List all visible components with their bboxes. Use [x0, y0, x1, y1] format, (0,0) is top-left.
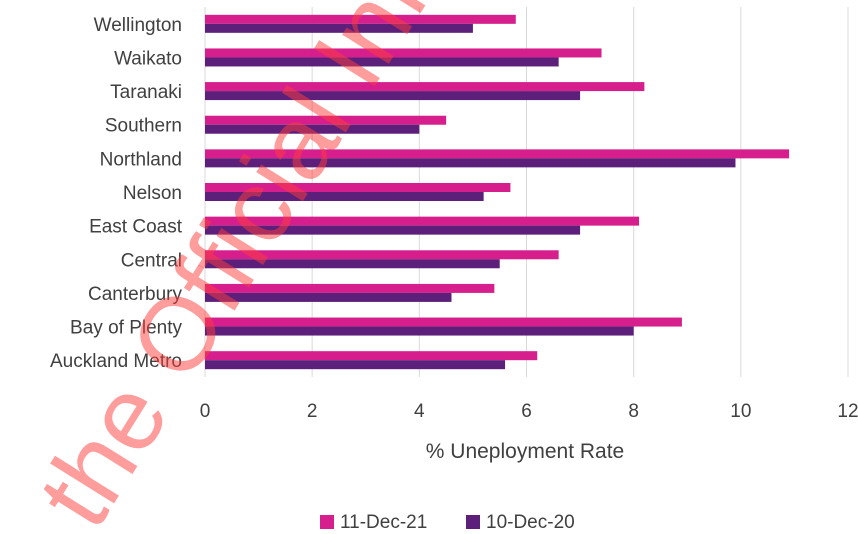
category-label: Wellington	[94, 15, 182, 36]
bar-series-1	[205, 317, 682, 327]
bar-series-1	[205, 14, 516, 24]
bar-series-1	[205, 183, 511, 192]
bar-series-2	[205, 259, 500, 269]
category-label: Bay of Plenty	[70, 318, 182, 339]
category-label: Auckland Metro	[50, 351, 182, 372]
bar-series-1	[205, 149, 790, 159]
category-label: Southern	[105, 116, 182, 137]
bar-series-2	[205, 192, 484, 201]
bar-series-1	[205, 250, 559, 260]
x-tick-label: 10	[730, 401, 751, 422]
bar-series-2	[205, 360, 506, 370]
x-tick-label: 4	[414, 401, 425, 422]
legend-label-series-2: 10-Dec-20	[486, 512, 575, 533]
bar-series-2	[205, 326, 634, 336]
x-axis-title: % Uneployment Rate	[426, 440, 624, 463]
bar-series-2	[205, 57, 559, 67]
category-label: Northland	[100, 149, 182, 170]
category-labels: Wellington Waikato Taranaki Southern Northla…	[50, 15, 183, 372]
category-label: Canterbury	[88, 284, 182, 305]
x-tick-label: 2	[307, 401, 318, 422]
bar-series-2	[205, 158, 736, 168]
category-label: East Coast	[89, 217, 183, 238]
bar-series-1	[205, 351, 538, 361]
x-tick-label: 6	[521, 401, 532, 422]
x-tick-label: 12	[837, 401, 858, 422]
category-label: Waikato	[114, 48, 182, 69]
bar-series-1	[205, 48, 602, 58]
bar-series-1	[205, 82, 645, 92]
bar-series-2	[205, 23, 473, 33]
bar-series-1	[205, 115, 447, 125]
x-tick-label: 0	[200, 401, 211, 422]
bar-series-2	[205, 91, 581, 101]
category-label: Taranaki	[110, 82, 182, 103]
bar-series-2	[205, 292, 452, 302]
legend-label-series-1: 11-Dec-21	[340, 512, 427, 533]
bars	[205, 14, 790, 370]
legend: 11-Dec-21 10-Dec-20	[320, 512, 575, 533]
bar-series-1	[205, 283, 495, 293]
x-tick-labels: 0 2 4 6 8 10 12	[200, 401, 858, 422]
bar-series-2	[205, 124, 420, 134]
legend-swatch-series-1	[320, 515, 334, 529]
bar-series-2	[205, 225, 581, 235]
category-label: Nelson	[123, 183, 182, 204]
category-label: Central	[121, 250, 182, 271]
legend-swatch-series-2	[466, 515, 480, 529]
bar-series-1	[205, 216, 640, 226]
x-tick-label: 8	[628, 401, 639, 422]
